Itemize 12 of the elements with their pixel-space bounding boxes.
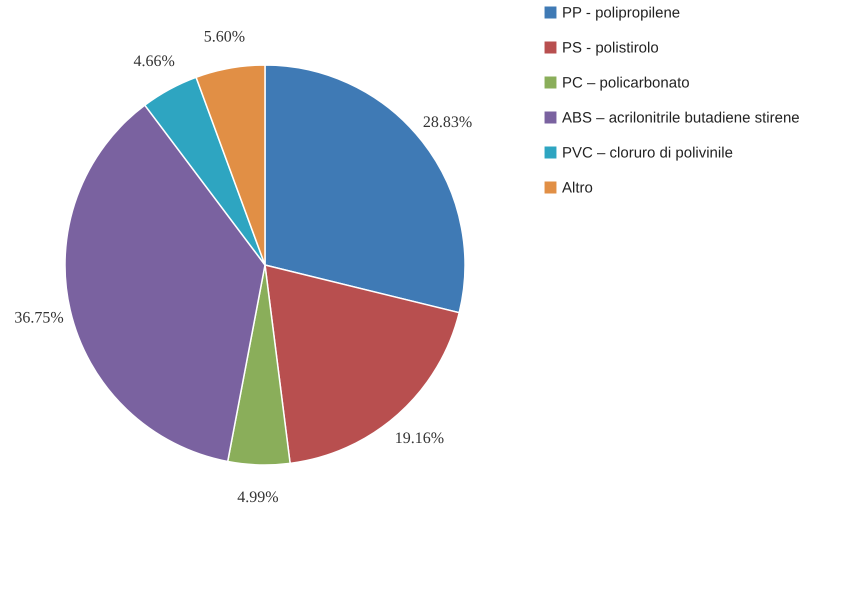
data-label: 36.75%	[14, 310, 64, 327]
data-label: 28.83%	[422, 114, 472, 131]
data-label: 4.99%	[237, 488, 279, 506]
data-label: 4.66%	[133, 53, 175, 70]
legend-label: PVC – cloruro di polivinile	[562, 144, 733, 162]
legend-label: PP - polipropilene	[562, 4, 680, 22]
legend-label: ABS – acrilonitrile butadiene stirene	[562, 110, 800, 126]
data-label: 5.60%	[204, 28, 246, 46]
legend-label: PS - polistirolo	[562, 40, 659, 56]
data-label: 19.16%	[394, 430, 444, 448]
legend-label: PC – policarbonato	[562, 74, 690, 92]
legend-label: Altro	[562, 180, 593, 196]
